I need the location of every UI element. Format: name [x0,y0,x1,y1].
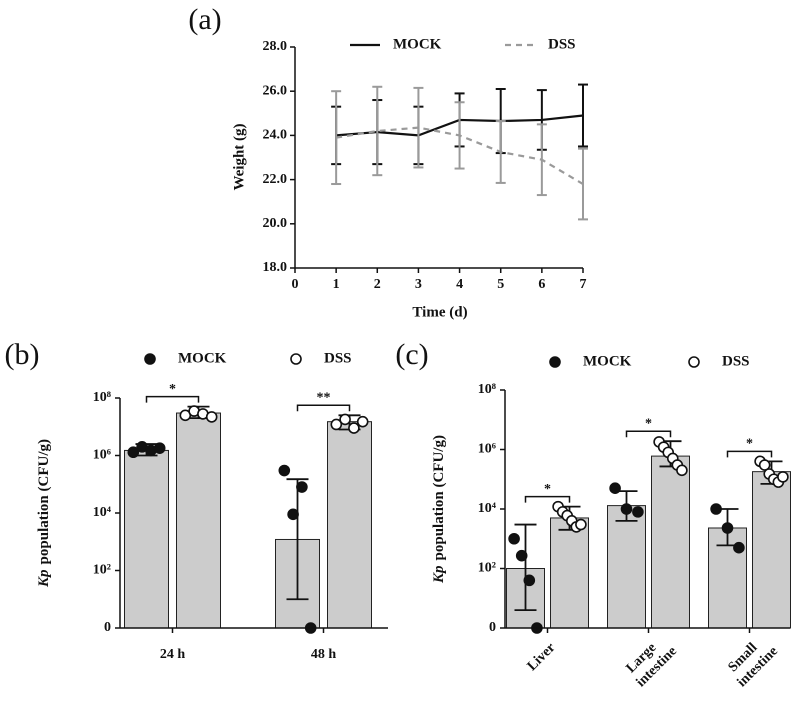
data-point [609,482,621,495]
x-tick-label: 6 [538,277,545,292]
x-axis-title: Time (d) [412,304,467,320]
y-tick-label: 0 [104,620,111,635]
y-tick-label: 18.0 [263,260,288,275]
bar [124,449,169,629]
y-tick-label: 10⁸ [93,390,111,405]
y-axis-title: Weight (g) [231,123,247,190]
data-point [515,549,528,562]
panel-label: (c) [395,338,428,371]
y-tick-label: 10⁸ [478,382,496,397]
y-tick-label: 22.0 [263,172,288,187]
bar [550,517,589,629]
data-point [205,411,218,423]
x-tick-label: 2 [374,277,381,292]
legend-label: DSS [722,353,750,369]
data-point [296,481,308,493]
y-tick-label: 10⁴ [478,501,497,516]
legend-marker [688,356,700,368]
legend-label: MOCK [583,353,632,369]
legend-marker [144,353,156,365]
y-axis-title-rest: population (CFU/g) [36,439,52,564]
y-tick-label: 10⁴ [93,505,112,520]
x-tick-label: 7 [580,277,587,292]
bar [176,412,221,629]
panel-label: (a) [188,3,221,36]
significance-label: * [544,482,551,497]
x-tick-label: 4 [456,277,463,292]
y-tick-label: 10² [93,563,111,578]
x-tick-label: 1 [333,277,340,292]
x-tick-label-line: Liver [525,640,559,674]
x-tick-label: Liver [525,640,559,674]
legend-label: DSS [548,36,576,52]
bar [651,455,690,629]
y-tick-label: 28.0 [263,39,288,54]
data-point [676,464,688,477]
data-point [733,541,745,554]
legend-label: DSS [324,350,352,366]
legend-marker [290,353,302,365]
x-tick-label: Largeintestine [622,632,680,690]
data-point [330,418,343,431]
data-point [356,415,369,428]
bar [327,421,372,629]
significance-label: * [746,437,753,452]
y-tick-label: 10⁶ [478,442,496,457]
significance-bracket [145,395,200,403]
y-tick-label: 24.0 [263,128,288,143]
significance-bracket [625,430,672,438]
data-point [710,503,722,515]
legend-marker [549,356,561,368]
y-axis-title: Kp population (CFU/g) [431,435,447,584]
data-point [278,464,291,477]
legend-label: MOCK [393,36,442,52]
x-tick-label: 48 h [311,647,337,662]
y-tick-label: 26.0 [263,83,288,98]
data-point [339,413,351,426]
data-point [348,422,360,434]
significance-label: ** [317,391,331,406]
x-tick-label: 24 h [160,647,186,662]
significance-bracket [296,404,351,412]
significance-bracket [524,495,571,503]
bar [607,505,646,629]
y-tick-label: 20.0 [263,216,288,231]
y-tick-label: 10⁶ [93,448,111,463]
significance-label: * [169,382,176,397]
data-point [153,442,166,454]
series-line [335,126,584,185]
y-axis-title-rest: population (CFU/g) [431,435,447,560]
significance-label: * [645,416,652,431]
y-tick-label: 10² [478,561,496,576]
panel-label: (b) [5,338,40,371]
x-tick-label: 3 [415,277,422,292]
data-point [620,503,633,515]
y-tick-label: 0 [489,620,496,635]
x-tick-label: 5 [497,277,504,292]
significance-bracket [726,450,773,458]
x-tick-label: Smallintestine [723,632,781,690]
y-axis-title: Kp population (CFU/g) [36,439,52,588]
bar [752,471,791,629]
x-tick-label: 0 [292,277,299,292]
data-point [721,522,734,534]
legend-label: MOCK [178,350,227,366]
data-point [508,532,520,545]
data-point [287,508,299,521]
data-point [758,459,771,471]
y-axis-title-italic: Kp [431,565,447,584]
data-point [777,471,789,483]
data-point [575,518,587,531]
data-point [632,506,644,518]
data-point [127,446,140,459]
y-axis-title-italic: Kp [36,569,52,588]
data-point [523,574,536,587]
